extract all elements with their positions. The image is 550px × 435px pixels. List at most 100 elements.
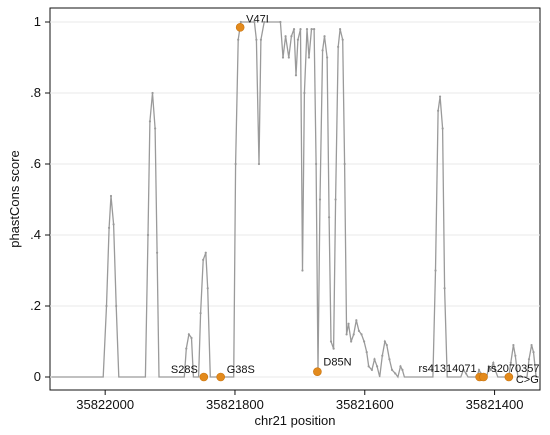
score-point (329, 340, 333, 343)
score-point (464, 372, 468, 375)
score-point (352, 333, 355, 336)
score-point (321, 49, 324, 52)
score-point (148, 120, 152, 123)
score-point (360, 333, 363, 336)
score-point (237, 38, 240, 41)
score-point (355, 319, 358, 322)
score-point (337, 45, 340, 48)
score-point (310, 28, 313, 31)
score-point (112, 223, 115, 226)
score-point (115, 304, 118, 308)
x-tick-label: 35821400 (466, 397, 524, 412)
variant-marker (504, 372, 514, 382)
score-point (350, 340, 353, 343)
score-point (332, 347, 335, 350)
score-point (318, 198, 322, 201)
score-point (383, 340, 386, 343)
score-point (105, 304, 108, 308)
variant-label: S28S (171, 364, 198, 376)
variant-label: rs2070357 (488, 363, 540, 375)
score-point (257, 162, 261, 166)
score-point (514, 354, 517, 357)
score-point (339, 28, 342, 31)
score-point (441, 127, 444, 130)
score-point (532, 351, 535, 354)
score-point (326, 56, 329, 59)
score-point (290, 35, 293, 38)
score-point (462, 368, 465, 371)
score-point (530, 343, 533, 347)
score-point (154, 127, 157, 130)
score-point (199, 312, 202, 315)
score-point (527, 358, 531, 361)
score-point (487, 365, 490, 368)
y-tick-label: .4 (30, 227, 41, 242)
score-point (345, 333, 348, 336)
variant-label: G38S (227, 364, 255, 376)
score-point (187, 333, 190, 336)
axes: 0 .2 .4 .6 .8 1 35822000 35821800 35821600 358214… (30, 14, 523, 412)
score-point (477, 368, 481, 371)
x-tick-label: 35821600 (336, 397, 394, 412)
score-point (347, 322, 350, 325)
score-point (443, 287, 446, 290)
y-axis-title: phastCons score (7, 150, 22, 248)
score-point (341, 38, 344, 41)
score-point (375, 365, 379, 368)
variant-marker (216, 372, 225, 382)
score-point (401, 368, 404, 371)
variant-label: rs41314071 (419, 363, 477, 375)
score-point (357, 329, 361, 332)
score-point (255, 38, 258, 41)
variant-marker (313, 367, 322, 376)
x-tick-label: 35821800 (206, 397, 264, 412)
score-point (303, 91, 306, 95)
score-point (512, 343, 515, 347)
score-point (151, 91, 154, 95)
score-point (107, 226, 111, 229)
score-point (206, 287, 209, 290)
score-point (323, 35, 326, 38)
score-point (253, 20, 256, 24)
score-point (313, 28, 316, 31)
score-point (281, 56, 285, 59)
variant-marker (235, 23, 245, 32)
score-point (388, 358, 391, 361)
score-point (155, 251, 159, 254)
y-tick-label: .6 (30, 156, 41, 171)
x-axis-title: chr21 position (255, 413, 336, 428)
score-point (204, 251, 207, 254)
score-point (343, 162, 346, 166)
score-point (492, 361, 495, 364)
score-point (363, 340, 366, 343)
score-point (234, 162, 237, 166)
score-point (259, 38, 263, 41)
y-tick-label: 1 (34, 14, 41, 29)
score-point (299, 28, 302, 31)
score-point (327, 216, 331, 219)
score-point (294, 74, 298, 77)
score-point (109, 194, 113, 198)
score-point (263, 20, 266, 24)
score-point (202, 258, 205, 261)
score-point (287, 56, 290, 59)
score-point (307, 56, 311, 59)
score-point (365, 351, 368, 354)
score-point (292, 28, 296, 31)
score-point (385, 343, 388, 347)
score-point (296, 38, 300, 41)
y-tick-label: 0 (34, 369, 41, 384)
score-point (373, 358, 376, 361)
variant-marker (479, 372, 488, 382)
variant-marker (199, 372, 209, 382)
variant-label: C>G (516, 374, 539, 386)
score-point (279, 20, 282, 24)
score-point (509, 361, 512, 364)
score-point (367, 365, 370, 368)
score-point (185, 347, 188, 350)
score-point (314, 162, 318, 166)
variant-label: V47I (246, 13, 269, 25)
score-point (239, 20, 242, 24)
